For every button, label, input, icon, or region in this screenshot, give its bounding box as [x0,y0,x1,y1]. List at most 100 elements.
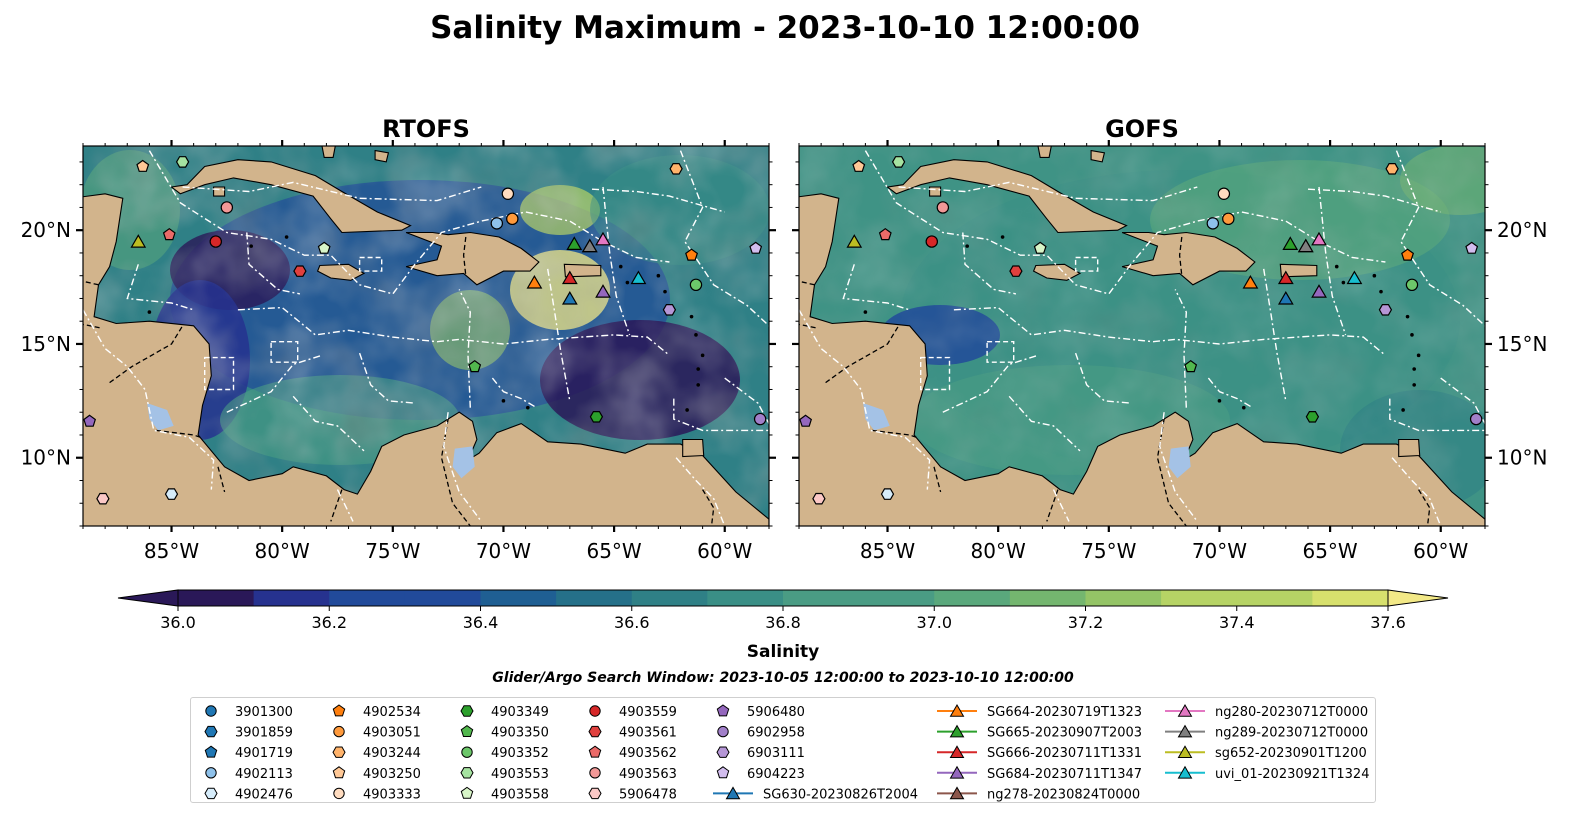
panel-title-rtofs: RTOFS [382,115,470,143]
legend-marker [204,725,218,738]
platform-marker-5906480 [83,414,97,427]
platform-marker-4903563 [220,201,234,214]
platform-marker-4903250 [136,159,150,172]
map-frame-gofs [798,145,1486,527]
platform-marker-4903349 [589,411,604,423]
legend-entry: 4903558 [460,786,549,802]
eez-region [204,356,235,391]
legend-marker [716,746,730,758]
legend-entry: 3901859 [204,725,293,741]
lon-tick-label: 75°W [1081,539,1136,563]
legend-entry: 4903250 [332,766,421,782]
eez-line [1391,457,1442,526]
platform-marker-4903352 [1405,278,1419,292]
legend-marker [717,725,729,738]
legend-marker [332,746,346,758]
colorbar-bin [253,590,330,606]
lat-tick-label: 20°N [1497,218,1547,242]
eez-line [1389,398,1485,432]
legend-label: 6902958 [747,726,805,741]
legend-marker [204,745,218,758]
colorbar-bin [1236,590,1313,606]
legend-entry: SG664-20230719T1323 [937,703,1142,720]
platform-marker-SG630-20230826T2004 [1277,291,1294,305]
legend-marker [949,724,965,738]
colorbar-tick-label: 37.4 [1219,613,1255,632]
legend-entry: ng280-20230712T0000 [1165,703,1368,720]
legend-label: 4901719 [235,746,293,761]
platform-marker-4903558 [1033,241,1047,254]
platform-marker-SG664-20230719T1323 [526,275,543,289]
landmass [1121,231,1256,286]
platform-marker-6904223 [749,241,763,254]
landmass [1279,263,1318,278]
landmass [1090,149,1106,163]
colorbar-bin [1085,590,1162,606]
legend-entry: 4903349 [460,705,549,720]
platform-marker-4903558 [317,241,331,254]
eez-line [1158,412,1198,522]
lon-tick-label: 65°W [586,539,641,563]
small-island [1341,280,1346,285]
eez-line [1395,150,1485,327]
legend-label: 3901300 [235,705,293,720]
country-border [462,236,467,276]
platform-marker-4903051 [506,212,519,226]
legend-label: 3901859 [235,726,293,741]
small-island [525,405,530,410]
platform-marker-4903553 [175,156,190,168]
eez-line [724,377,769,424]
platform-marker-ng289-20230712T0000 [1297,238,1314,253]
legend-label: 5906480 [747,705,805,720]
colorbar-tick-label: 36.0 [160,613,196,632]
landmass [1398,438,1421,458]
eez-line [602,186,631,336]
legend-label: ng278-20230824T0000 [987,787,1140,802]
legend-entry: 5906478 [588,787,677,802]
lon-tick-label: 75°W [365,539,420,563]
eez-line [1207,377,1253,409]
legend-entry: ng278-20230824T0000 [937,786,1140,802]
legend-marker [333,725,345,738]
eez-line [182,181,482,202]
map-panel-gofs: GOFS 85°W 80°W 75°W 70°W 65°W 60°W 20°N 15°N 10°… [792,115,1547,563]
small-island [1412,383,1416,387]
eez-line [1440,377,1485,424]
map-frame-rtofs [82,145,770,527]
legend-label: 4902113 [235,767,293,782]
legend-marker [589,705,601,717]
legend-marker [949,745,965,758]
legend-label: 6903111 [747,746,805,761]
small-island [694,333,698,337]
country-border [933,466,942,493]
platform-marker-4903559 [925,235,938,248]
platform-marker-SG666-20230711T1331 [1277,270,1294,285]
platform-marker-5906480 [799,414,813,427]
small-island [1379,289,1383,294]
platform-marker-6903111 [662,304,677,316]
legend-entry: 4903352 [461,746,549,761]
colorbar-bin [1009,590,1086,606]
small-island [663,289,667,294]
legend-entry: 4903562 [588,745,677,761]
small-island [147,310,152,314]
small-island [965,244,969,248]
platform-marker-ng280-20230712T0000 [595,231,611,246]
country-border [1178,236,1183,276]
platform-marker-6903111 [1378,304,1393,316]
eez-line [358,352,415,404]
legend-entry: SG630-20230826T2004 [713,786,918,802]
eez-line [962,232,1017,295]
colorbar-tick-label: 36.2 [311,613,347,632]
legend-entry: 4903350 [460,724,549,741]
platform-markers-gofs [799,156,1483,505]
legend-marker [460,786,474,799]
eez-line [942,354,1039,413]
landmass [1032,263,1082,281]
eez-line [591,188,725,213]
platform-marker-4902534 [685,248,699,261]
landmass [799,193,1485,526]
platform-marker-4902113 [490,217,504,230]
small-island [696,367,700,371]
colorbar-tick-label: 37.6 [1370,613,1406,632]
